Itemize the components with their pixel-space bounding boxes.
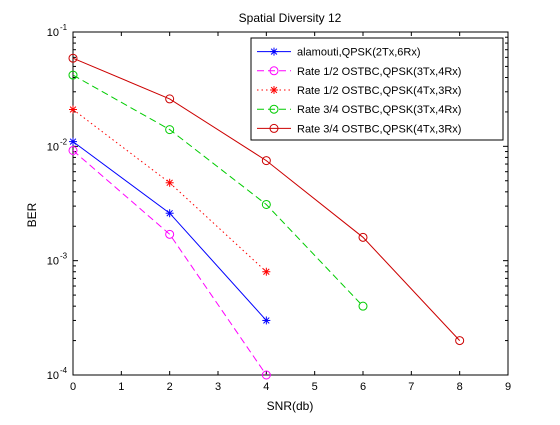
data-point: [261, 156, 271, 166]
legend-label: Rate 3/4 OSTBC,QPSK(4Tx,3Rx): [297, 123, 461, 135]
data-point: [261, 199, 271, 209]
data-point: [165, 125, 175, 135]
data-point: [358, 301, 368, 311]
y-tick-label: 10: [47, 27, 59, 39]
y-tick-label: 10: [47, 370, 59, 382]
data-point: [165, 209, 174, 218]
data-point: [358, 232, 368, 242]
x-tick-label: 4: [263, 381, 269, 393]
legend-label: Rate 1/2 OSTBC,QPSK(4Tx,3Rx): [297, 85, 461, 97]
y-tick-exponent: -2: [60, 137, 68, 146]
y-axis-label: BER: [25, 202, 39, 227]
x-tick-label: 9: [505, 381, 511, 393]
legend-marker: [270, 86, 278, 94]
data-point: [69, 137, 77, 146]
x-tick-label: 3: [215, 381, 221, 393]
data-point: [165, 178, 174, 187]
data-point: [261, 370, 271, 380]
y-tick-exponent: -4: [60, 366, 68, 375]
legend-marker: [269, 123, 279, 133]
data-point: [455, 336, 465, 346]
data-point: [262, 267, 271, 276]
legend-box: [250, 37, 504, 141]
legend: alamouti,QPSK(2Tx,6Rx) Rate 1/2 OSTBC,QPS…: [250, 37, 504, 141]
legend-marker: [269, 104, 279, 114]
legend-label: alamouti,QPSK(2Tx,6Rx): [297, 47, 420, 59]
x-tick-label: 6: [360, 381, 366, 393]
x-axis-label: SNR(db): [267, 399, 314, 413]
x-tick-label: 7: [408, 381, 414, 393]
x-tick-label: 0: [70, 381, 76, 393]
y-tick-label: 10: [47, 256, 59, 268]
axes-box: [72, 31, 509, 376]
legend-label: Rate 3/4 OSTBC,QPSK(3Tx,4Rx): [297, 104, 461, 116]
x-tick-label: 8: [457, 381, 463, 393]
series-line-1: [72, 141, 267, 321]
legend-marker: [269, 66, 279, 76]
data-point: [165, 94, 175, 104]
data-point: [68, 53, 78, 63]
x-tick-label: 1: [118, 381, 124, 393]
data-point: [165, 229, 175, 239]
legend-label: Rate 1/2 OSTBC,QPSK(3Tx,4Rx): [297, 66, 461, 78]
series-line-5: [72, 57, 461, 341]
x-tick-label: 5: [312, 381, 318, 393]
data-point: [68, 145, 78, 155]
data-point: [69, 105, 77, 114]
chart-title: Spatial Diversity 12: [239, 11, 342, 25]
legend-marker: [270, 47, 278, 56]
series-line-4: [72, 74, 364, 307]
plot-area: 0 1 2 3 4 5 6 7 8 910-110-210-310-4: [47, 23, 511, 393]
series-line-2: [72, 150, 267, 376]
x-tick-label: 2: [167, 381, 173, 393]
data-point: [262, 316, 271, 325]
y-tick-label: 10: [47, 141, 59, 153]
y-tick-exponent: -1: [60, 23, 68, 32]
data-point: [68, 70, 78, 80]
y-tick-exponent: -3: [60, 252, 68, 261]
